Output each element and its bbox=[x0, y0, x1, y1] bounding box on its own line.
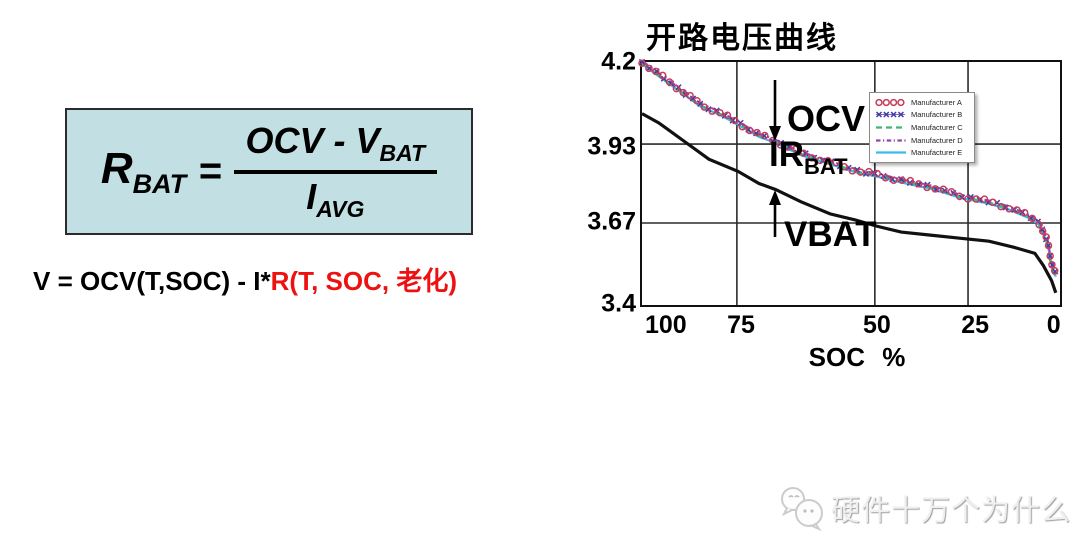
legend-label: Manufacturer A bbox=[911, 97, 962, 107]
irbat-annotation: IRBAT bbox=[769, 137, 848, 178]
ocv-down-arrow bbox=[769, 80, 781, 141]
ocv-annotation: OCV bbox=[787, 98, 866, 139]
legend-label: Manufacturer C bbox=[911, 122, 963, 132]
legend-marker-icon bbox=[875, 111, 905, 118]
x-tick-label: 75 bbox=[727, 311, 755, 339]
rbat-formula-box: RBAT = OCV - VBAT IAVG bbox=[65, 108, 473, 235]
formula-lhs-sub: BAT bbox=[132, 168, 187, 199]
legend-marker-icon bbox=[875, 98, 905, 106]
irbat-annotation-sub: BAT bbox=[804, 154, 848, 179]
x-tick-label: 25 bbox=[961, 311, 990, 339]
formula-denominator: IAVG bbox=[306, 174, 364, 223]
formula-denominator-base: I bbox=[306, 176, 317, 217]
legend-row: Manufacturer B bbox=[874, 109, 970, 122]
formula-denominator-sub: AVG bbox=[316, 196, 365, 223]
vbat-up-arrow bbox=[769, 190, 781, 237]
x-tick-label: 100 bbox=[644, 311, 687, 339]
formula-equals: = bbox=[198, 149, 222, 193]
watermark: 硬件十万个为什么 bbox=[779, 484, 1071, 532]
x-tick-label: 0 bbox=[1046, 311, 1061, 339]
legend-row: Manufacturer E bbox=[874, 146, 970, 159]
formula-numerator: OCV - VBAT bbox=[233, 119, 438, 174]
series-manufacturer-a bbox=[638, 59, 1059, 275]
irbat-annotation-base: IR bbox=[769, 135, 804, 174]
voltage-equation: V = OCV(T,SOC) - I*R(T, SOC, 老化) bbox=[33, 261, 457, 298]
legend-row: Manufacturer C bbox=[874, 121, 970, 134]
vbat-annotation: VBAT bbox=[784, 215, 877, 254]
legend-label: Manufacturer E bbox=[911, 148, 963, 158]
ocv-chart-svg bbox=[638, 58, 1060, 305]
legend: Manufacturer A Manufacturer B Manufacturer… bbox=[869, 92, 975, 163]
formula-fraction: OCV - VBAT IAVG bbox=[233, 119, 438, 223]
wechat-bubbles-icon bbox=[781, 487, 823, 532]
formula-numerator-sub: BAT bbox=[379, 140, 426, 166]
y-tick-label: 3.67 bbox=[587, 207, 636, 236]
y-tick-label: 3.93 bbox=[587, 132, 636, 161]
legend-row: Manufacturer D bbox=[874, 134, 970, 147]
plot-area bbox=[638, 58, 1062, 307]
equation-red: R(T, SOC, 老化) bbox=[270, 266, 457, 296]
legend-marker-icon bbox=[876, 151, 906, 154]
y-tick-label: 3.4 bbox=[601, 289, 636, 318]
series-vbat bbox=[641, 112, 1058, 294]
formula-numerator-base: OCV - V bbox=[245, 119, 380, 161]
legend-marker-icon bbox=[876, 138, 906, 142]
x-tick-label: 50 bbox=[863, 311, 891, 339]
formula-lhs-base: R bbox=[100, 143, 133, 193]
legend-label: Manufacturer D bbox=[911, 135, 963, 145]
legend-row: Manufacturer A bbox=[874, 96, 970, 109]
chart-title: 开路电压曲线 bbox=[646, 21, 838, 56]
legend-marker-icon bbox=[876, 126, 906, 129]
legend-label: Manufacturer B bbox=[911, 110, 963, 120]
formula-lhs: RBAT bbox=[101, 144, 186, 200]
y-tick-label: 4.2 bbox=[601, 47, 636, 76]
watermark-text: 硬件十万个为什么 bbox=[831, 495, 1072, 527]
x-axis-title: SOC % bbox=[808, 342, 906, 372]
equation-black: V = OCV(T,SOC) - I* bbox=[33, 266, 271, 296]
